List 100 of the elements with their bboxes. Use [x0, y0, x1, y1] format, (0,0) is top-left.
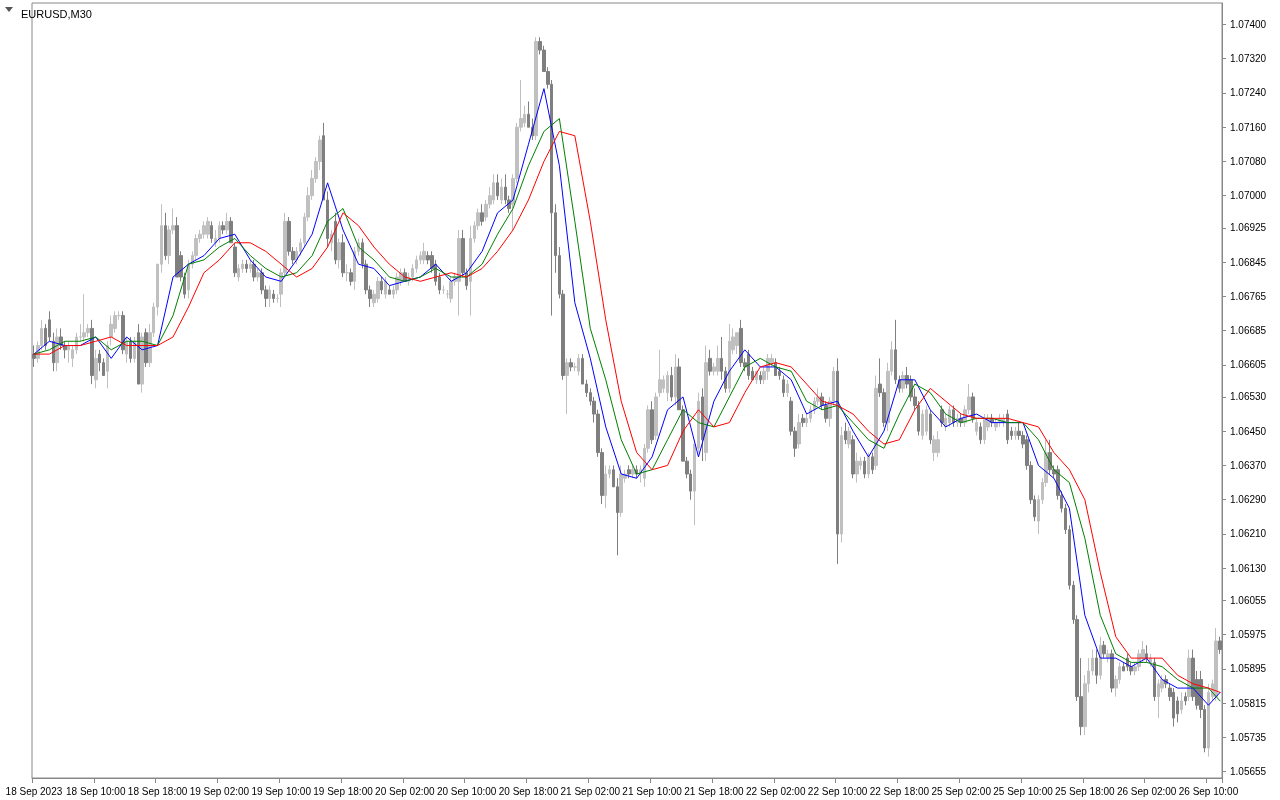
candlestick — [272, 289, 275, 304]
candlestick — [871, 452, 874, 475]
y-tick-label: 1.06370 — [1230, 459, 1267, 471]
y-tick-label: 1.07240 — [1230, 87, 1267, 99]
candlestick — [1006, 409, 1009, 445]
candlestick — [801, 413, 805, 428]
candlestick — [979, 422, 982, 445]
candlestick — [422, 242, 426, 265]
candlestick — [971, 392, 975, 424]
candlestick — [1184, 691, 1187, 706]
candlestick — [735, 332, 739, 355]
y-tick-label: 1.05895 — [1230, 663, 1267, 675]
candlestick — [863, 456, 866, 479]
y-tick-label: 1.06530 — [1230, 391, 1267, 403]
candlestick — [604, 464, 607, 509]
candlestick — [1102, 640, 1106, 659]
candlestick — [716, 345, 720, 377]
candlestick — [90, 319, 94, 385]
candlestick — [1172, 687, 1175, 728]
candlestick — [619, 464, 623, 518]
candlestick — [921, 409, 924, 441]
y-tick-label: 1.05975 — [1230, 629, 1267, 641]
candlestick — [1099, 636, 1102, 681]
x-tick-label: 26 Sep 10:00 — [1178, 785, 1239, 797]
candlestick — [569, 357, 573, 372]
candlestick — [187, 259, 190, 299]
candlestick — [175, 216, 179, 278]
y-tick-label: 1.07320 — [1230, 53, 1267, 65]
candlestick — [708, 349, 712, 377]
candlestick — [929, 409, 932, 445]
candlestick — [164, 212, 167, 261]
candlestick — [221, 220, 225, 235]
x-tick-label: 18 Sep 2023 — [5, 785, 63, 797]
candlestick — [631, 464, 635, 479]
candlestick — [847, 426, 851, 449]
y-tick-label: 1.07000 — [1230, 190, 1267, 202]
candlestick — [565, 357, 569, 415]
candlestick — [1095, 649, 1098, 685]
candlestick — [206, 216, 210, 239]
candlestick — [1214, 627, 1218, 702]
x-tick-label: 20 Sep 10:00 — [436, 785, 497, 797]
candlestick — [210, 220, 213, 244]
candlestick — [534, 36, 538, 141]
candlestick — [496, 173, 499, 201]
y-tick-label: 1.06055 — [1230, 594, 1267, 606]
candlestick — [94, 349, 98, 389]
candlestick — [376, 276, 380, 304]
candlestick — [469, 225, 472, 317]
y-tick-label: 1.05655 — [1230, 766, 1267, 778]
candlestick — [627, 464, 631, 479]
candlestick — [337, 238, 341, 269]
candlestick — [728, 323, 731, 394]
candlestick — [341, 233, 345, 278]
candlestick — [218, 220, 221, 244]
y-tick-label: 1.05815 — [1230, 697, 1267, 709]
y-tick-label: 1.07160 — [1230, 121, 1267, 133]
candlestick — [925, 404, 928, 436]
y-tick-label: 1.07080 — [1230, 155, 1267, 167]
x-tick-label: 21 Sep 02:00 — [560, 785, 621, 797]
candlestick — [836, 357, 839, 565]
x-tick-label: 19 Sep 02:00 — [189, 785, 250, 797]
candlestick — [1157, 679, 1160, 719]
y-tick-label: 1.06605 — [1230, 359, 1267, 371]
y-tick-label: 1.06290 — [1230, 494, 1267, 506]
candlestick — [388, 285, 391, 295]
candlestick — [901, 370, 905, 394]
x-tick-label: 22 Sep 10:00 — [807, 785, 868, 797]
candlestick — [975, 417, 978, 436]
y-tick-label: 1.05735 — [1230, 731, 1267, 743]
candlestick — [1207, 683, 1210, 758]
candlestick — [948, 404, 951, 428]
y-tick-label: 1.06685 — [1230, 325, 1267, 337]
candlestick — [82, 293, 86, 342]
candlestick — [759, 370, 762, 385]
candlestick — [855, 452, 859, 484]
candlestick — [237, 263, 240, 282]
x-tick-label: 19 Sep 10:00 — [251, 785, 312, 797]
candlestick — [983, 413, 986, 445]
x-tick-label: 21 Sep 10:00 — [622, 785, 683, 797]
candlestick — [140, 332, 144, 394]
candlestick — [129, 336, 132, 364]
candlestick — [252, 259, 256, 282]
candlestick — [844, 422, 847, 445]
x-tick-label: 18 Sep 10:00 — [66, 785, 126, 797]
candlestick — [786, 379, 789, 398]
candlestick — [739, 319, 743, 368]
candlestick — [650, 400, 654, 445]
candlestick — [202, 220, 206, 239]
candlestick — [500, 178, 503, 205]
candlestick — [674, 353, 677, 406]
candlestick — [1014, 426, 1017, 441]
x-tick-label: 25 Sep 10:00 — [993, 785, 1054, 797]
x-tick-label: 22 Sep 18:00 — [869, 785, 930, 797]
candlestick — [867, 452, 870, 479]
candlestick — [233, 242, 237, 278]
y-tick-label: 1.06925 — [1230, 222, 1267, 234]
x-tick-label: 20 Sep 18:00 — [498, 785, 559, 797]
x-tick-label: 20 Sep 02:00 — [375, 785, 436, 797]
candlestick — [782, 375, 785, 398]
chart-title: EURUSD,M30 — [21, 7, 92, 20]
